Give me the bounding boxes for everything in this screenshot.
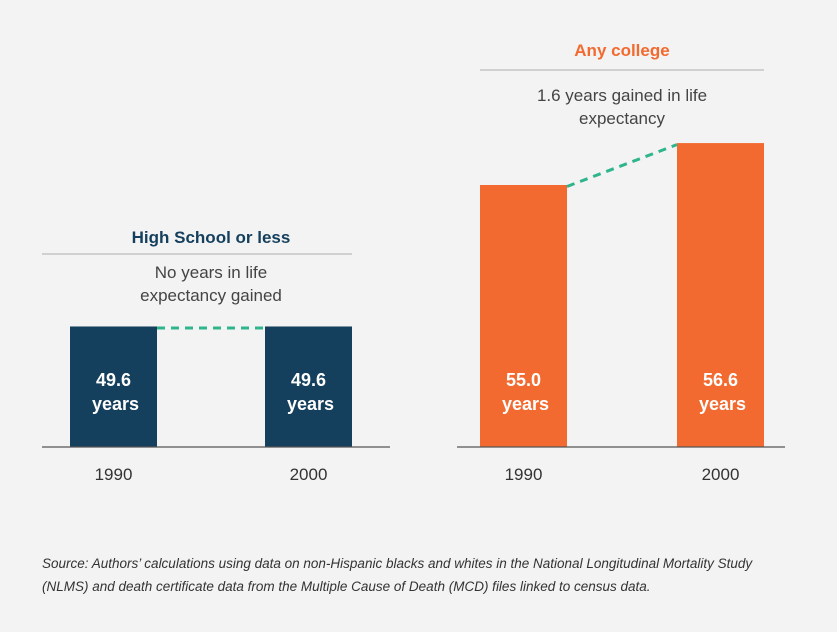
value-label: 49.6 years — [92, 370, 140, 414]
source-note: Source: Authors’ calculations using data… — [42, 556, 753, 594]
value-label: 55.0 years — [502, 370, 550, 414]
panel-title: High School or less — [131, 228, 291, 247]
value-label: 56.6 years — [699, 370, 747, 414]
value-label: 49.6 years — [287, 370, 335, 414]
connector — [566, 143, 678, 188]
x-tick-label: 1990 — [504, 465, 543, 484]
bar — [677, 143, 764, 447]
bar — [265, 326, 352, 447]
x-tick-label: 2000 — [701, 465, 740, 484]
bar — [480, 185, 567, 447]
annotation: 1.6 years gained in life expectancy — [536, 86, 708, 128]
x-tick-label: 1990 — [94, 465, 133, 484]
panel-title: Any college — [574, 41, 670, 60]
x-tick-label: 2000 — [289, 465, 328, 484]
bar — [70, 326, 157, 447]
annotation: No years in life expectancy gained — [140, 263, 282, 305]
